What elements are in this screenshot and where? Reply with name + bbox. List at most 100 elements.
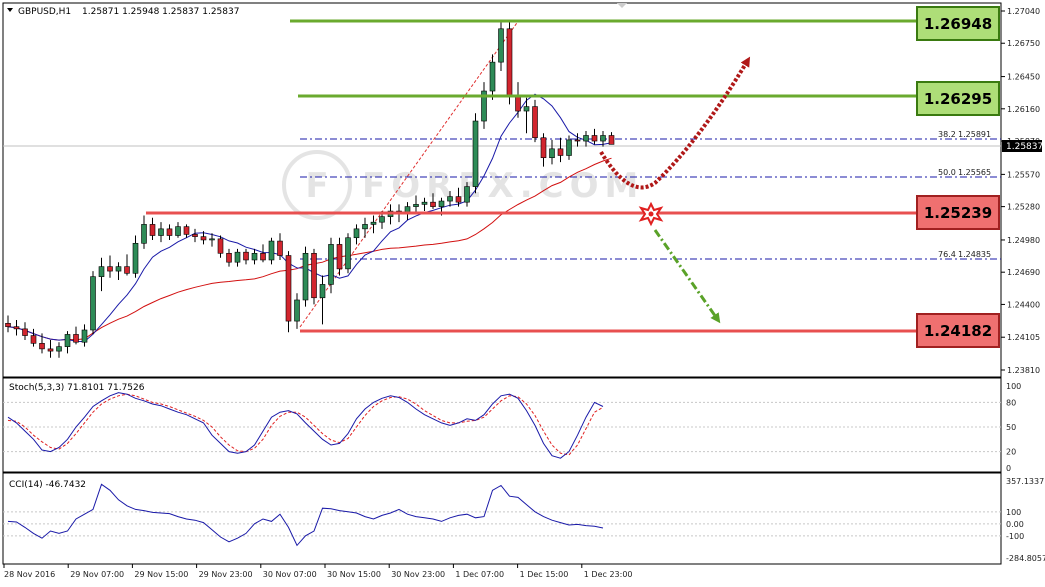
symbol-label: GBPUSD,H1	[18, 7, 71, 17]
moving-average-blue	[7, 93, 612, 343]
time-tick-label: 30 Nov 15:00	[327, 570, 381, 579]
candle-body	[430, 201, 436, 207]
candle-body	[370, 221, 377, 225]
candle-body	[234, 251, 241, 263]
candle-body	[566, 139, 572, 156]
price-tick-label: 1.25280	[1007, 203, 1040, 212]
candle-body	[515, 95, 521, 112]
candle-body	[260, 252, 266, 261]
candle-body	[498, 28, 504, 63]
candle-body	[81, 329, 88, 343]
candle-body	[175, 226, 181, 236]
price-tick-label: 1.24980	[1007, 236, 1040, 245]
price-tick-label: 1.27040	[1007, 7, 1040, 16]
candle-body	[549, 148, 555, 159]
price-tick-label: 1.26160	[1007, 105, 1040, 114]
candle-body	[166, 228, 173, 236]
candle-body	[608, 135, 615, 145]
candle-body	[47, 348, 54, 352]
svg-text:F: F	[305, 166, 328, 206]
time-tick-label: 30 Nov 23:00	[391, 570, 445, 579]
candle-body	[600, 135, 606, 142]
candle-body	[98, 266, 105, 277]
resistance-value-2: 1.26295	[924, 90, 992, 108]
stoch-tick-label: 50	[1006, 423, 1016, 432]
dropdown-triangle-icon[interactable]	[7, 8, 13, 12]
candle-body	[209, 238, 215, 241]
time-tick-label: 28 Nov 2016	[4, 570, 55, 579]
time-axis: 28 Nov 2016 29 Nov 07:00 29 Nov 15:00 29 No…	[3, 564, 633, 579]
candle-body	[13, 326, 20, 330]
candle-body	[285, 255, 292, 322]
candle-body	[353, 228, 360, 239]
current-price-value: 1.25837	[1006, 142, 1043, 152]
bearish-scenario-arrow	[653, 229, 721, 324]
candle-body	[447, 196, 453, 202]
candle-body	[302, 252, 309, 301]
candle-body	[64, 334, 71, 347]
time-tick-label: 29 Nov 07:00	[70, 570, 124, 579]
bullish-scenario-arrow	[599, 56, 751, 190]
stoch-panel	[2, 377, 1002, 473]
stoch-tick-label: 20	[1006, 448, 1016, 457]
candle-body	[472, 120, 479, 187]
candle-body	[438, 200, 445, 207]
cci-tick-label: 357.1337	[1006, 477, 1044, 486]
candle-body	[574, 139, 581, 142]
candle-body	[294, 299, 300, 322]
price-tick-label: 1.24690	[1007, 268, 1040, 277]
cci-label: CCI(14) -46.7432	[9, 480, 86, 490]
resistance-label-2: 1.26295	[916, 81, 1000, 116]
candle-body	[56, 346, 62, 352]
resistance-value-1: 1.26948	[924, 15, 992, 33]
fib-382-price: 1.25891	[958, 130, 991, 139]
candle-body	[319, 284, 326, 299]
support-value-2: 1.24182	[924, 322, 992, 340]
ohlc-label: 1.25871 1.25948 1.25837 1.25837	[82, 7, 239, 17]
candle-body	[523, 106, 530, 112]
candle-body	[39, 343, 45, 350]
candle-body	[30, 335, 37, 344]
cci-panel	[2, 472, 1002, 565]
time-tick-label: 1 Dec 07:00	[455, 570, 504, 579]
candle-body	[200, 236, 207, 241]
candle-body	[489, 61, 496, 92]
stoch-tick-label: 100	[1006, 382, 1021, 391]
support-value-1: 1.25239	[924, 204, 992, 222]
fibonacci-lines: 38.2 1.25891 50.0 1.25565 76.4 1.24835	[300, 130, 1001, 260]
candle-body	[583, 135, 589, 142]
candle-body	[277, 240, 283, 256]
candle-body	[5, 323, 11, 327]
stoch-tick-label: 80	[1006, 398, 1016, 407]
cci-tick-label: 0.00	[1006, 520, 1024, 529]
candle-body	[22, 328, 28, 336]
candle-body	[557, 148, 564, 156]
candle-body	[328, 244, 334, 285]
time-tick-label: 29 Nov 23:00	[199, 570, 253, 579]
watermark-logo: F FOREX.COM	[282, 150, 644, 220]
current-price-box	[1002, 140, 1042, 152]
price-tick-label: 1.26750	[1007, 39, 1040, 48]
candle-body	[115, 266, 122, 272]
cci-line	[7, 483, 604, 547]
candle-body	[73, 334, 79, 343]
candlestick-series	[5, 21, 615, 358]
candle-body	[591, 135, 598, 142]
candle-body	[192, 234, 198, 237]
price-panel	[2, 2, 1002, 378]
candle-body	[141, 224, 147, 244]
watermark-text: FOREX.COM	[362, 166, 644, 206]
stoch-axis: 100 80 50 20 0	[1006, 382, 1021, 473]
fib-500-ratio: 50.0	[938, 168, 956, 177]
shift-marker-icon	[617, 3, 627, 8]
candle-body	[506, 28, 513, 96]
candle-body	[421, 201, 428, 205]
candle-body	[107, 266, 113, 272]
fib-382-ratio: 38.2	[938, 130, 956, 139]
candle-body	[311, 252, 317, 299]
candle-body	[345, 237, 351, 270]
breakout-star-icon	[638, 201, 664, 227]
candle-body	[158, 228, 164, 236]
stoch-main-line	[7, 392, 604, 459]
